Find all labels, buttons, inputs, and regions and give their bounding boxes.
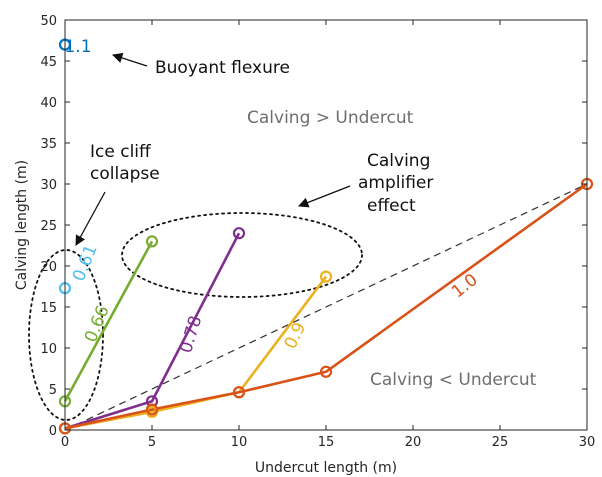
arrow-buoyant-flexure xyxy=(112,52,148,67)
y-tick-label: 35 xyxy=(40,137,57,152)
series-label-0-66: 0.66 xyxy=(81,303,114,346)
y-tick-label: 15 xyxy=(40,301,57,316)
arrow-ice-cliff xyxy=(75,191,106,246)
x-tick-label: 0 xyxy=(61,435,69,450)
series-0-66-point xyxy=(145,235,159,248)
y-tick-label: 10 xyxy=(40,342,57,357)
series-1-0-point xyxy=(319,365,333,378)
y-tick-label: 25 xyxy=(40,219,57,234)
y-tick-label: 20 xyxy=(40,260,57,275)
arrow-amplifier xyxy=(298,185,351,208)
x-tick-label: 20 xyxy=(405,435,422,450)
x-tick-label: 30 xyxy=(579,435,596,450)
series-0-78-point xyxy=(232,227,246,240)
y-tick-label: 5 xyxy=(49,383,57,398)
series-0-66-line xyxy=(63,240,154,402)
y-tick-label: 30 xyxy=(40,178,57,193)
annotation-ice-cliff-line2: collapse xyxy=(90,164,160,184)
amplifier-ellipse xyxy=(121,212,363,298)
series-label-1-1: 1.1 xyxy=(64,37,91,57)
x-tick-label: 15 xyxy=(318,435,335,450)
annotation-amplifier-line1: Calving xyxy=(367,151,430,171)
ice-cliff-ellipse xyxy=(28,249,104,421)
y-tick-label: 40 xyxy=(40,96,57,111)
y-axis-label: Calving length (m) xyxy=(14,160,30,290)
series-1-0-point xyxy=(232,386,246,399)
x-tick-label: 25 xyxy=(492,435,509,450)
series-label-0-78: 0.78 xyxy=(176,314,206,356)
annotation-amplifier-line3: effect xyxy=(367,196,416,216)
series-label-0-9: 0.9 xyxy=(281,319,311,352)
series-label-0-61: 0.61 xyxy=(69,242,102,285)
series-label-1-0: 1.0 xyxy=(448,270,482,302)
annotation-buoyant-flexure: Buoyant flexure xyxy=(155,58,290,78)
series-0-9-point xyxy=(319,270,333,283)
y-tick-label: 0 xyxy=(49,424,57,439)
plot-frame xyxy=(64,19,588,431)
series-0-78-line xyxy=(64,232,241,430)
annotation-amplifier-line2: amplifier xyxy=(358,173,433,193)
x-tick-label: 5 xyxy=(148,435,156,450)
region-calving-greater: Calving > Undercut xyxy=(247,108,414,128)
annotation-ice-cliff-line1: Ice cliff xyxy=(90,142,152,162)
x-tick-label: 10 xyxy=(231,435,248,450)
y-tick-label: 45 xyxy=(40,55,57,70)
one-to-one-reference-line xyxy=(64,183,588,431)
region-calving-less: Calving < Undercut xyxy=(370,370,537,390)
series-1-0-line xyxy=(64,182,588,430)
x-axis-label: Undercut length (m) xyxy=(255,460,397,476)
series-1-0-point xyxy=(145,403,159,416)
y-tick-label: 50 xyxy=(40,14,57,29)
